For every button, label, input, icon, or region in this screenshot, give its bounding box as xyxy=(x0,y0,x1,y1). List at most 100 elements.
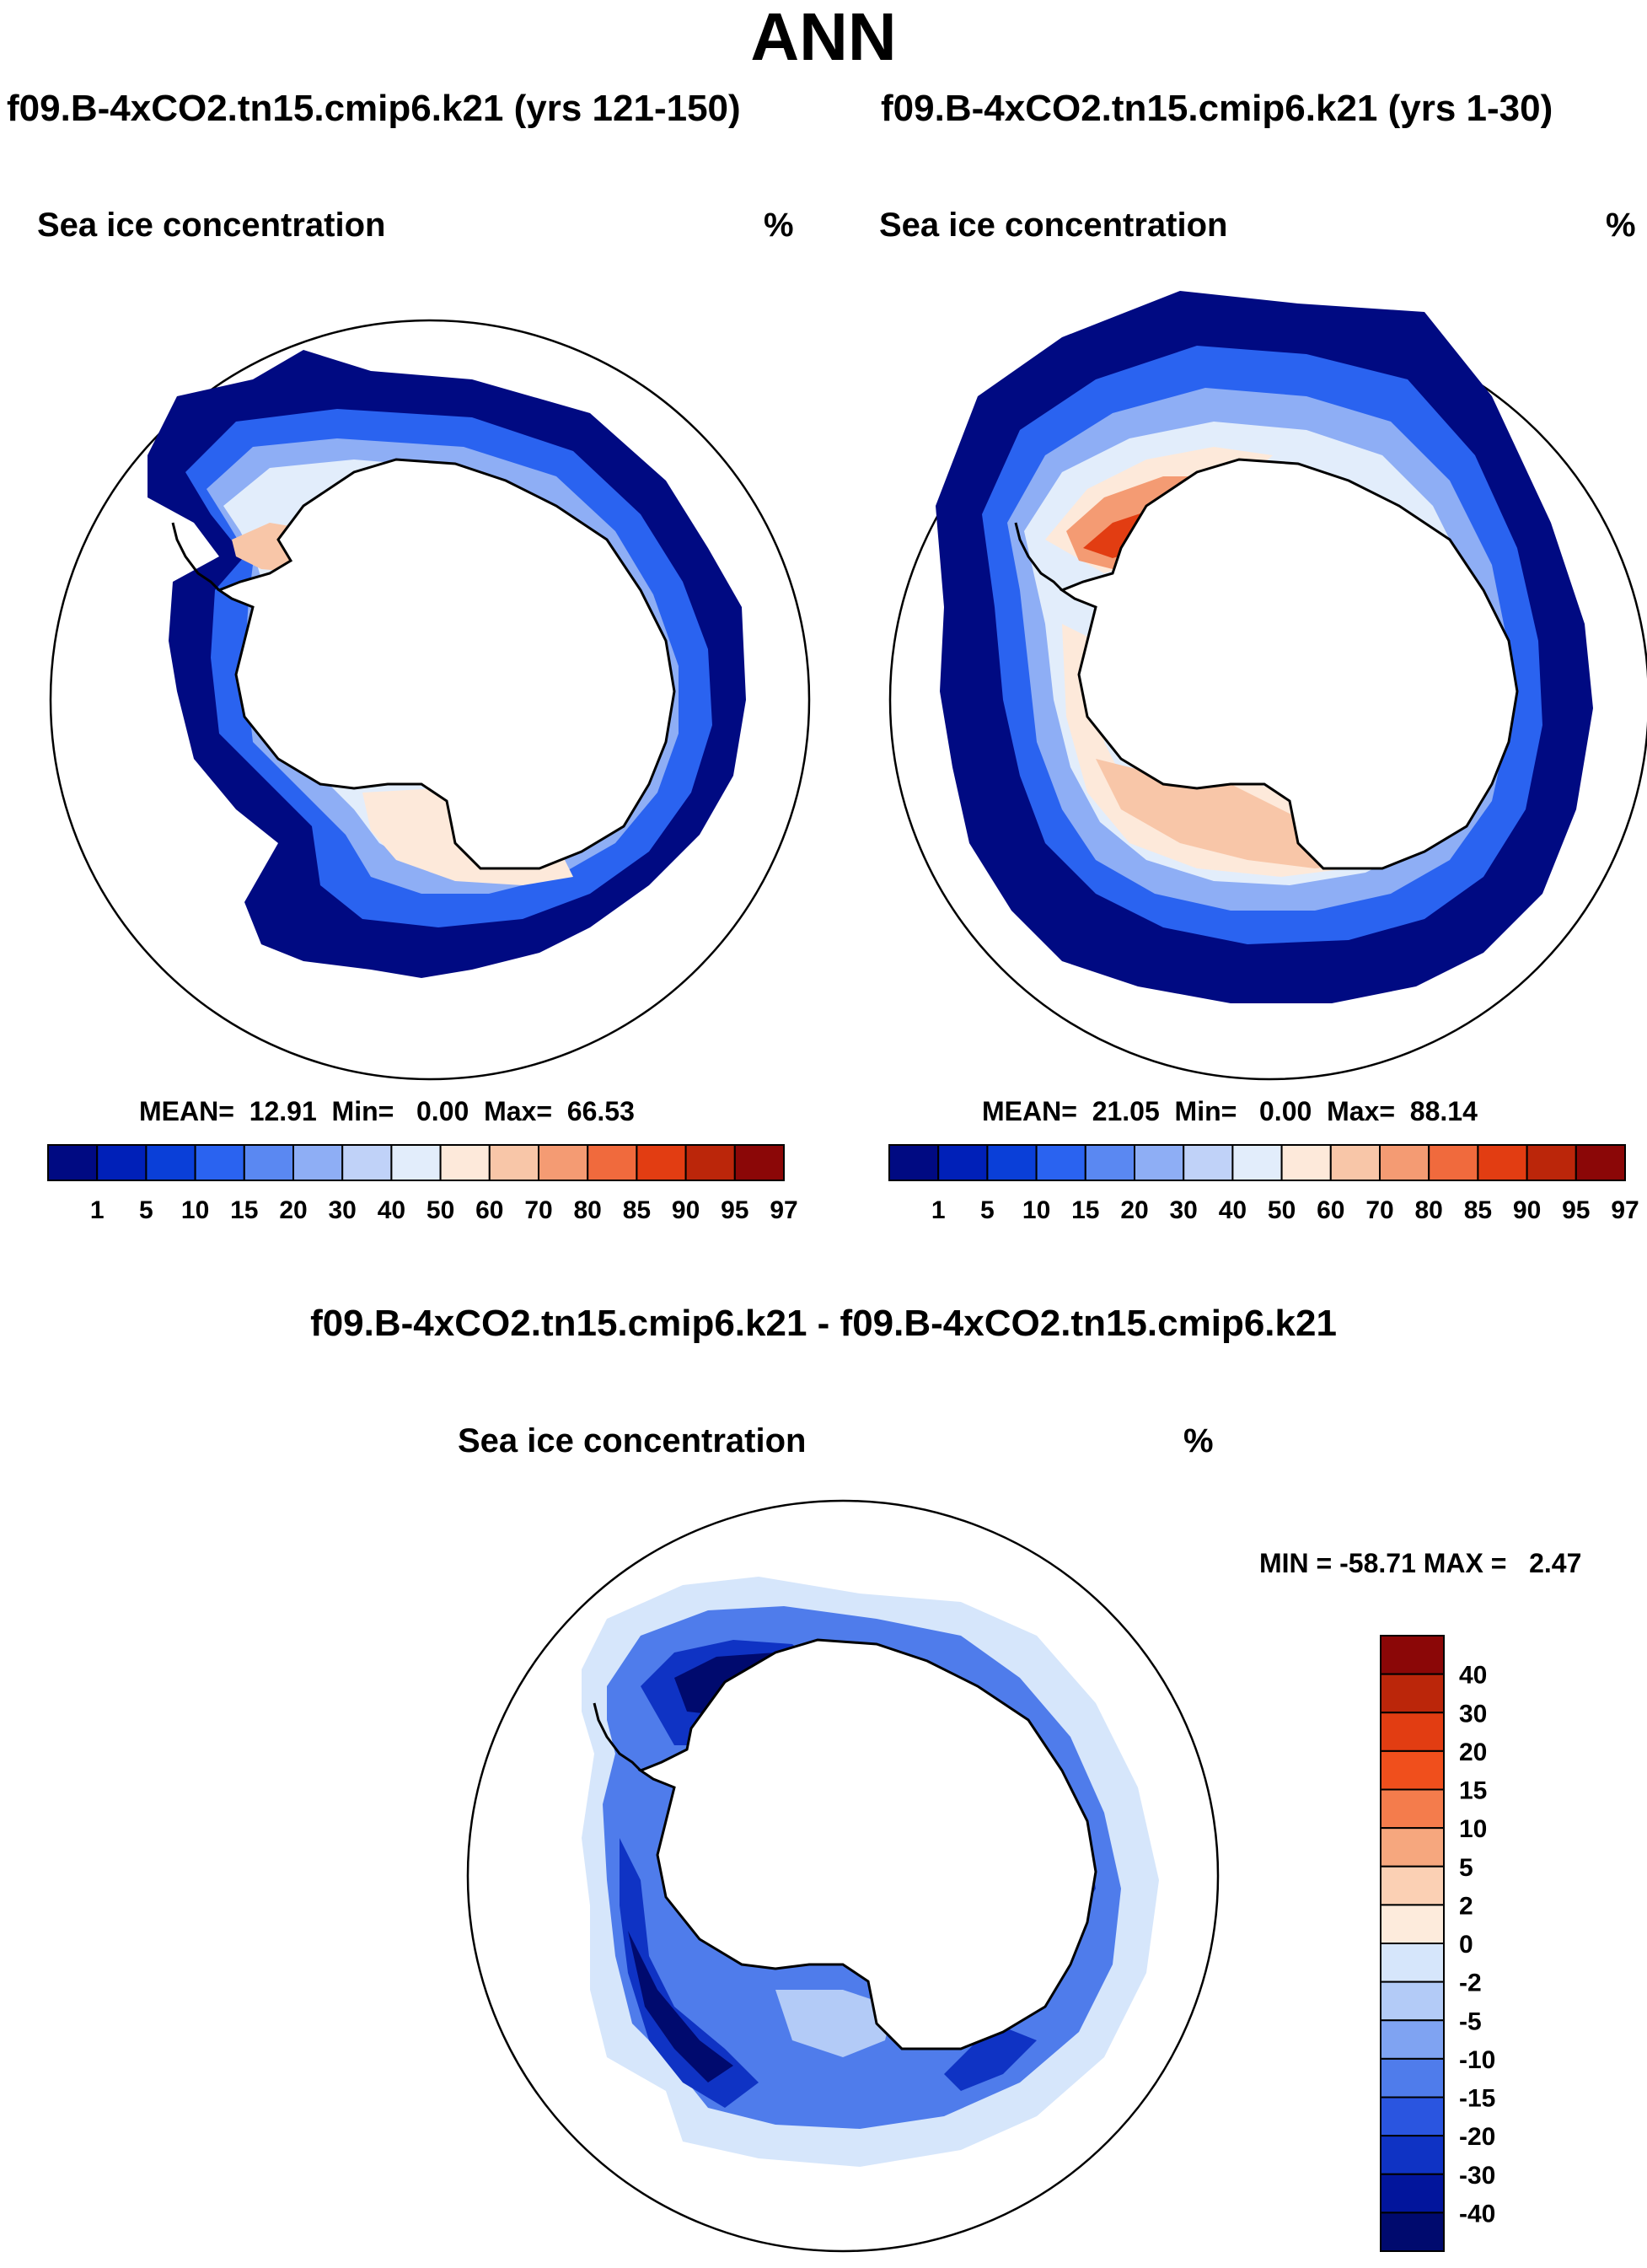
colorbar-3-tick-label: 15 xyxy=(1459,1777,1487,1805)
colorbar-3-tick-label: -5 xyxy=(1459,2007,1482,2035)
colorbar-2-swatch xyxy=(1477,1144,1528,1181)
panel2-variable-label: Sea ice concentration xyxy=(879,207,1228,244)
colorbar-3-tick-label: -20 xyxy=(1459,2123,1495,2151)
colorbar-3-tick-label: -30 xyxy=(1459,2162,1495,2190)
colorbar-2-tick-label: 80 xyxy=(1415,1196,1443,1224)
colorbar-1-swatch xyxy=(47,1144,99,1181)
colorbar-3-tick-label: 2 xyxy=(1459,1892,1473,1920)
colorbar-3-swatch xyxy=(1380,2173,1445,2214)
colorbar-1-tick-label: 60 xyxy=(475,1196,503,1224)
panel1-title: f09.B-4xCO2.tn15.cmip6.k21 (yrs 121-150) xyxy=(7,88,741,129)
colorbar-1-tick-label: 1 xyxy=(90,1196,105,1224)
colorbar-2-tick-label: 70 xyxy=(1365,1196,1393,1224)
colorbar-2-tick-label: 30 xyxy=(1170,1196,1198,1224)
colorbar-1-swatch xyxy=(292,1144,344,1181)
colorbar-1-swatch xyxy=(439,1144,491,1181)
map1-antarctica xyxy=(216,458,676,870)
colorbar-3-tick-label: 30 xyxy=(1459,1700,1487,1728)
colorbar-1-swatch xyxy=(243,1144,294,1181)
colorbar-3-tick-label: -2 xyxy=(1459,1970,1482,1997)
colorbar-2-swatch xyxy=(1134,1144,1185,1181)
colorbar-2-swatch xyxy=(1231,1144,1283,1181)
colorbar-2-tick-label: 85 xyxy=(1464,1196,1492,1224)
colorbar-1-swatch xyxy=(390,1144,442,1181)
colorbar-3-swatch xyxy=(1380,1827,1445,1868)
colorbar-1-tick-label: 70 xyxy=(524,1196,552,1224)
colorbar-1-swatch xyxy=(145,1144,196,1181)
colorbar-3-tick-label: 10 xyxy=(1459,1815,1487,1843)
colorbar-3-tick-label: 5 xyxy=(1459,1854,1473,1882)
colorbar-1-swatch xyxy=(538,1144,589,1181)
panel3-units: % xyxy=(1183,1422,1214,1459)
map2-antarctica xyxy=(1059,458,1519,870)
colorbar-2-tick-label: 20 xyxy=(1120,1196,1148,1224)
colorbar-2-tick-label: 97 xyxy=(1611,1196,1639,1224)
colorbar-2-tick-label: 90 xyxy=(1513,1196,1541,1224)
colorbar-1-tick-label: 15 xyxy=(230,1196,258,1224)
colorbar-2-tick-label: 5 xyxy=(980,1196,995,1224)
colorbar-1-tick-label: 90 xyxy=(672,1196,700,1224)
colorbar-3-swatch xyxy=(1380,1904,1445,1944)
panel3-variable-label: Sea ice concentration xyxy=(458,1422,807,1459)
colorbar-1-swatch xyxy=(341,1144,393,1181)
panel2-units: % xyxy=(1606,207,1636,244)
map3-diff-band-minus30 xyxy=(620,1640,1096,2108)
map1-peninsula xyxy=(171,522,221,592)
colorbar-1-tick-label: 20 xyxy=(279,1196,307,1224)
colorbar-1-tick-label: 95 xyxy=(721,1196,748,1224)
colorbar-1-tick-label: 50 xyxy=(427,1196,454,1224)
colorbar-2-swatch xyxy=(1575,1144,1627,1181)
colorbar-1-swatch xyxy=(733,1144,785,1181)
colorbar-2-tick-label: 10 xyxy=(1022,1196,1050,1224)
map3-diff-ross-sea xyxy=(775,1990,893,2057)
colorbar-2-swatch xyxy=(1526,1144,1577,1181)
panel1-variable-label: Sea ice concentration xyxy=(37,207,386,244)
colorbar-3-tick-label: 40 xyxy=(1459,1662,1487,1690)
colorbar-2-tick-label: 60 xyxy=(1317,1196,1344,1224)
colorbar-3-swatch xyxy=(1380,1673,1445,1714)
map3-peninsula xyxy=(593,1702,642,1772)
colorbar-1-tick-label: 40 xyxy=(378,1196,405,1224)
colorbar-1-tick-label: 10 xyxy=(181,1196,209,1224)
colorbar-3-swatch xyxy=(1380,1712,1445,1752)
colorbar-2-tick-label: 50 xyxy=(1268,1196,1296,1224)
colorbar-2-tick-label: 15 xyxy=(1071,1196,1099,1224)
colorbar-3-swatch xyxy=(1380,2212,1445,2252)
colorbar-1-tick-label: 5 xyxy=(139,1196,153,1224)
colorbar-3-tick-label: -15 xyxy=(1459,2085,1495,2113)
colorbar-3-tick-label: -10 xyxy=(1459,2046,1495,2074)
colorbar-1-tick-label: 97 xyxy=(770,1196,797,1224)
panel2-title: f09.B-4xCO2.tn15.cmip6.k21 (yrs 1-30) xyxy=(881,88,1553,129)
colorbar-1-tick-label: 30 xyxy=(329,1196,357,1224)
colorbar-2-swatch xyxy=(1329,1144,1381,1181)
colorbar-2-swatch xyxy=(888,1144,940,1181)
panel3-title: f09.B-4xCO2.tn15.cmip6.k21 - f09.B-4xCO2… xyxy=(310,1303,1337,1344)
panel2-stats: MEAN= 21.05 Min= 0.00 Max= 88.14 xyxy=(982,1096,1478,1126)
colorbar-3-tick-label: 0 xyxy=(1459,1931,1473,1959)
colorbar-3-tick-label: 20 xyxy=(1459,1739,1487,1766)
colorbar-2-swatch xyxy=(1428,1144,1479,1181)
map3-antarctica xyxy=(637,1638,1097,2050)
colorbar-2-tick-label: 1 xyxy=(931,1196,946,1224)
colorbar-3-swatch xyxy=(1380,2096,1445,2137)
colorbar-2-swatch xyxy=(1183,1144,1234,1181)
colorbar-3-swatch xyxy=(1380,1749,1445,1791)
panel3-stats: MIN = -58.71 MAX = 2.47 xyxy=(1259,1548,1582,1578)
colorbar-3-swatch xyxy=(1380,1980,1445,2022)
colorbar-2-swatch xyxy=(937,1144,989,1181)
colorbar-3-swatch xyxy=(1380,1943,1445,1983)
panel1-units: % xyxy=(764,207,794,244)
colorbar-2-tick-label: 40 xyxy=(1219,1196,1247,1224)
colorbar-3-swatch xyxy=(1380,2019,1445,2060)
colorbar-1-tick-label: 80 xyxy=(574,1196,602,1224)
colorbar-2-swatch xyxy=(1084,1144,1136,1181)
colorbar-2-swatch xyxy=(986,1144,1038,1181)
colorbar-3-swatch xyxy=(1380,1788,1445,1830)
colorbar-3-swatch xyxy=(1380,2057,1445,2099)
colorbar-3-swatch xyxy=(1380,2135,1445,2175)
